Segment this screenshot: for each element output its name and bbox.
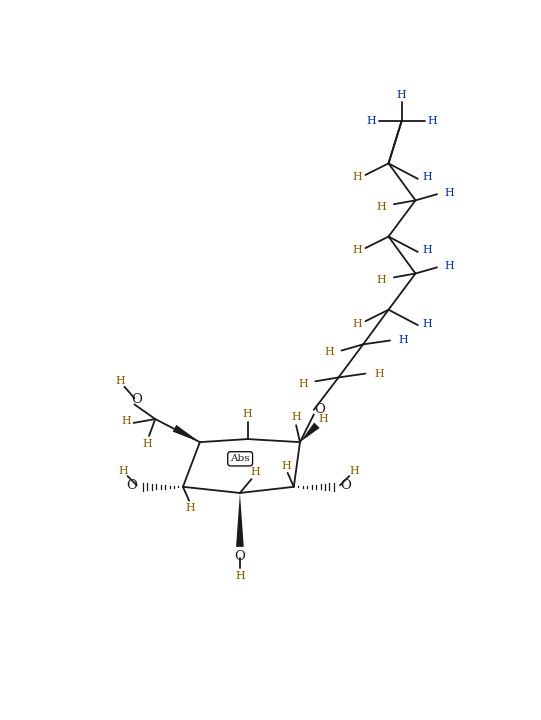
Text: H: H	[366, 116, 375, 126]
Text: H: H	[298, 379, 308, 389]
Text: H: H	[186, 503, 195, 513]
Polygon shape	[173, 425, 200, 442]
Text: H: H	[445, 261, 454, 271]
Text: H: H	[377, 202, 386, 212]
Text: H: H	[353, 246, 362, 256]
Text: H: H	[324, 347, 334, 357]
Text: O: O	[340, 479, 351, 492]
Text: H: H	[143, 438, 153, 449]
Text: H: H	[353, 172, 362, 182]
Text: O: O	[131, 392, 142, 405]
Polygon shape	[236, 493, 244, 547]
Text: H: H	[397, 90, 406, 100]
Text: H: H	[118, 467, 128, 477]
Text: H: H	[377, 274, 386, 284]
Text: H: H	[427, 116, 437, 126]
Text: O: O	[126, 479, 137, 492]
Text: H: H	[375, 369, 385, 379]
Text: H: H	[399, 336, 408, 346]
Text: H: H	[422, 318, 432, 328]
Text: H: H	[445, 188, 454, 198]
Text: H: H	[422, 246, 432, 256]
Text: H: H	[281, 461, 291, 471]
Text: O: O	[234, 549, 246, 562]
Text: H: H	[250, 467, 260, 477]
Polygon shape	[300, 423, 320, 442]
Text: H: H	[291, 413, 301, 423]
Text: H: H	[422, 172, 432, 182]
Text: H: H	[353, 318, 362, 328]
Text: H: H	[235, 571, 245, 581]
Text: H: H	[121, 416, 131, 426]
Text: H: H	[318, 414, 328, 424]
Text: O: O	[314, 403, 326, 416]
Text: Abs: Abs	[230, 454, 250, 464]
Text: H: H	[243, 410, 253, 420]
Text: H: H	[115, 376, 124, 385]
Text: H: H	[349, 467, 359, 477]
